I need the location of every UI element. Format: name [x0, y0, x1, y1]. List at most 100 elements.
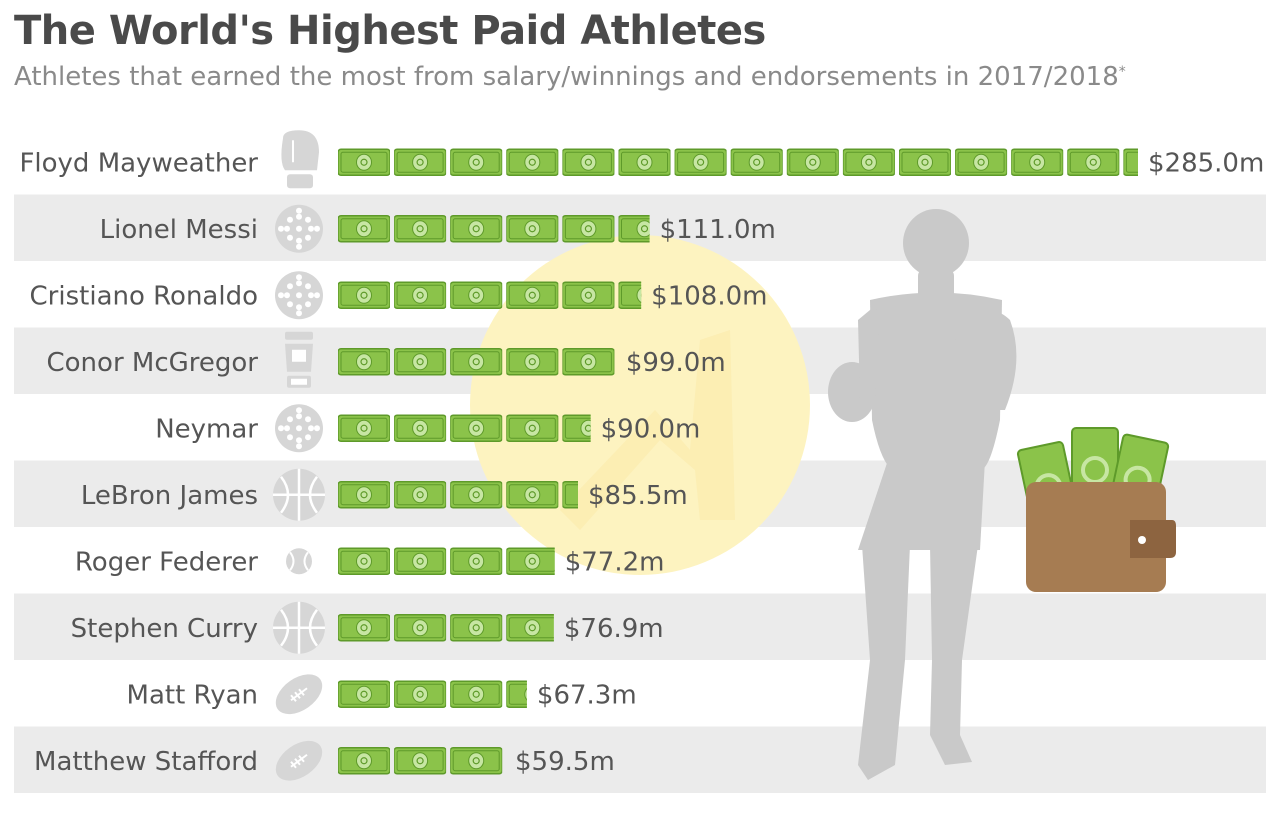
money-bill [450, 215, 503, 243]
money-bill [338, 215, 390, 243]
football-icon [275, 740, 323, 781]
money-bill [506, 481, 559, 509]
chart-row: Conor McGregor $99.0m [47, 331, 726, 388]
basketball-icon [273, 601, 325, 654]
chart-row: Roger Federer $77.2m [75, 547, 665, 577]
data-bar [338, 148, 1139, 176]
money-bill [394, 281, 447, 309]
value-label: $99.0m [626, 348, 726, 378]
data-bar [338, 348, 615, 376]
soccer-ball-icon [275, 404, 323, 453]
value-label: $285.0m [1148, 148, 1264, 178]
money-bill [338, 281, 390, 309]
value-label: $77.2m [565, 547, 665, 577]
chart-subtitle: Athletes that earned the most from salar… [14, 62, 1126, 92]
money-bill [842, 148, 895, 176]
money-bill [338, 481, 390, 509]
background-decoration [470, 209, 1176, 780]
money-bill [394, 215, 447, 243]
money-bill [562, 148, 615, 176]
data-bar [338, 680, 527, 708]
money-bill [618, 281, 642, 309]
money-bill [562, 348, 615, 376]
money-bill [786, 148, 839, 176]
athlete-name-label: LeBron James [81, 481, 258, 511]
money-bill [394, 148, 447, 176]
money-bill [450, 414, 503, 442]
chart-row: Matthew Stafford $59.5m [34, 740, 615, 781]
soccer-ball-icon [275, 204, 323, 253]
boxer-silhouette-icon [828, 209, 1017, 780]
money-bill [674, 148, 727, 176]
money-bill [1123, 148, 1139, 176]
money-bill [506, 348, 559, 376]
money-bill [450, 348, 503, 376]
money-wallet-icon [1016, 427, 1176, 592]
chart-row: Lionel Messi $111.0m [100, 204, 776, 253]
money-bill [394, 747, 447, 775]
data-bar [338, 414, 591, 442]
data-bar [338, 747, 503, 775]
money-bill [450, 148, 503, 176]
chart-row: Matt Ryan $67.3m [127, 674, 637, 715]
value-label: $90.0m [601, 414, 701, 444]
data-bar [338, 215, 650, 243]
football-icon [275, 674, 323, 715]
money-bill [562, 281, 615, 309]
money-bill [338, 414, 390, 442]
chart-rows: Floyd Mayweather $285.0m Lionel Messi $111.… [19, 130, 1264, 781]
money-bill [618, 215, 650, 243]
money-bill [562, 414, 591, 442]
tennis-ball-icon [286, 548, 312, 575]
money-bill [1011, 148, 1064, 176]
money-bill [338, 547, 390, 575]
athlete-name-label: Conor McGregor [47, 348, 259, 378]
money-bill [338, 747, 390, 775]
athlete-name-label: Matt Ryan [127, 680, 258, 710]
athlete-name-label: Stephen Curry [71, 614, 258, 644]
basketball-icon [273, 468, 325, 521]
money-bill [394, 481, 447, 509]
value-label: $111.0m [660, 215, 776, 245]
chart-title: The World's Highest Paid Athletes [14, 8, 766, 54]
money-bill [450, 547, 503, 575]
money-bill [562, 215, 615, 243]
value-label: $85.5m [588, 481, 688, 511]
money-bill [1067, 148, 1120, 176]
athlete-name-label: Roger Federer [75, 547, 258, 577]
boxing-glove-icon [281, 130, 319, 189]
athlete-name-label: Cristiano Ronaldo [30, 281, 258, 311]
money-bill [506, 614, 554, 642]
mma-glove-icon [285, 331, 313, 388]
value-label: $76.9m [564, 614, 664, 644]
athlete-name-label: Lionel Messi [100, 215, 258, 245]
money-bill [506, 547, 555, 575]
money-bill [562, 481, 579, 509]
money-bill [450, 481, 503, 509]
money-bill [338, 148, 390, 176]
athlete-name-label: Matthew Stafford [34, 747, 258, 777]
athlete-name-label: Floyd Mayweather [19, 148, 258, 178]
money-bill [506, 281, 559, 309]
money-bill [450, 747, 503, 775]
money-bill [338, 348, 390, 376]
value-label: $59.5m [515, 747, 615, 777]
money-bill [506, 680, 527, 708]
money-bill [730, 148, 783, 176]
money-bill [506, 148, 559, 176]
chart-row: Stephen Curry $76.9m [71, 601, 664, 654]
data-bar [338, 614, 554, 642]
money-bill [450, 281, 503, 309]
money-bill [394, 547, 447, 575]
chart-row: Cristiano Ronaldo $108.0m [30, 271, 767, 320]
money-bill [394, 414, 447, 442]
money-bill [394, 680, 447, 708]
money-bill [955, 148, 1008, 176]
chart-row: LeBron James $85.5m [81, 468, 688, 521]
row-stripe [14, 593, 1266, 660]
chart-row: Floyd Mayweather $285.0m [19, 130, 1264, 189]
subtitle-text: Athletes that earned the most from salar… [14, 62, 1119, 92]
watermark-mark [560, 330, 735, 530]
money-bill [506, 215, 559, 243]
